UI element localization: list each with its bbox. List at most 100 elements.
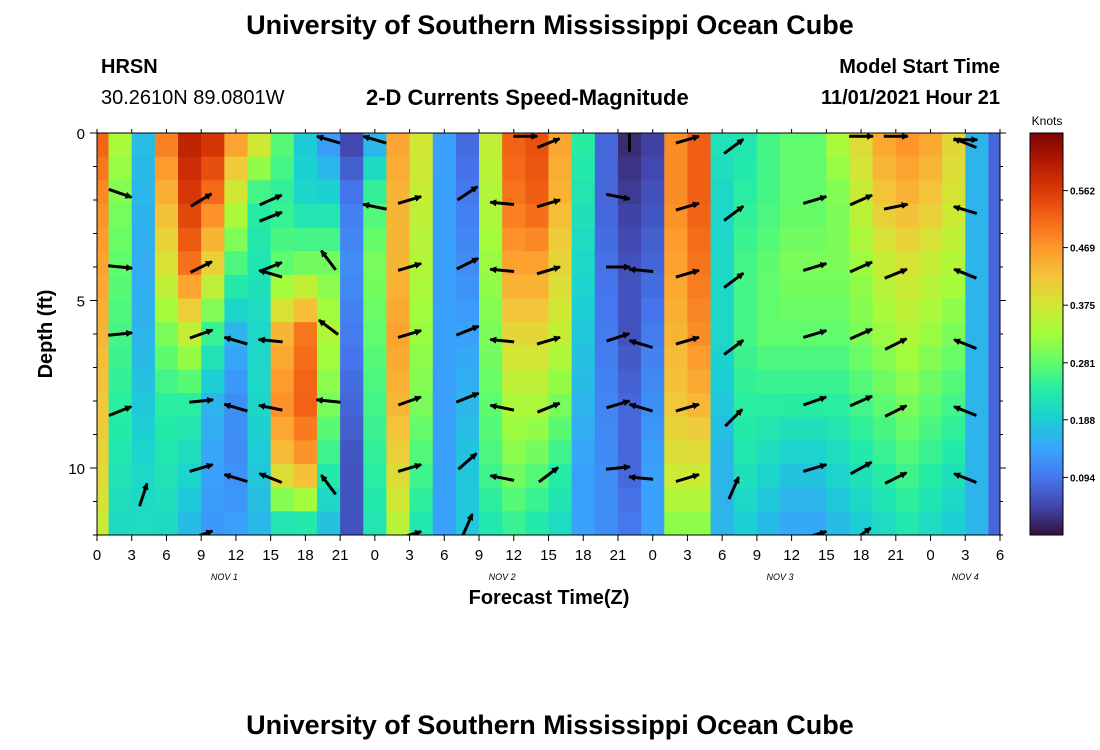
heatmap-cell [988,322,1000,347]
heatmap-cell [247,440,272,465]
heatmap-cell [293,251,318,276]
heatmap-cell [687,156,712,181]
heatmap-cell [849,203,874,229]
heatmap-cell [432,369,457,394]
heatmap-cell [710,203,735,229]
heatmap-cell [108,133,133,158]
current-vector-arrow [397,395,422,407]
heatmap-cell [178,133,202,158]
heatmap-cell [363,180,388,205]
heatmap-cell [965,156,990,181]
current-vector-arrow [489,266,515,274]
heatmap-cell [224,369,249,394]
heatmap-cell [780,251,804,276]
heatmap-cell [340,274,364,300]
heatmap-cell [826,298,851,323]
heatmap-cell [502,274,526,300]
current-vector-arrow [397,328,423,339]
heatmap-cell [270,393,295,418]
heatmap-cell [154,440,179,465]
heatmap-cell [988,464,1000,489]
heatmap-cell [201,511,225,535]
heatmap-cell [363,227,388,252]
heatmap-cell [293,487,318,512]
heatmap-cell [154,345,179,371]
heatmap-cell [131,440,156,465]
colorbar-tick-label: 0.469 [1070,244,1095,255]
heatmap-cell [432,440,457,465]
heatmap-cell [455,156,480,181]
x-tick-label: 21 [610,547,627,564]
current-vector-arrow [223,402,248,413]
heatmap-cell [617,487,642,512]
heatmap-cell [617,274,642,300]
heatmap-cell [270,227,295,252]
current-vector-arrow [316,134,341,145]
heatmap-cell [594,416,619,442]
heatmap-cell [97,345,110,371]
heatmap-cell [479,322,503,347]
heatmap-cell [664,298,689,323]
heatmap-cell [479,345,503,371]
heatmap-cell [872,156,897,181]
heatmap-cell [363,393,388,418]
heatmap-cell [664,511,689,535]
heatmap-cell [409,440,434,465]
current-vector-arrow [952,204,978,215]
heatmap-cell [617,251,642,276]
y-axis-label: Depth (ft) [35,290,57,379]
heatmap-cell [872,369,897,394]
heatmap-cell [895,156,920,181]
heatmap-cell [849,369,874,394]
heatmap-cell [780,345,804,371]
heatmap-cell [687,227,712,252]
heatmap-cell [224,487,249,512]
heatmap-cell [895,180,920,205]
heatmap-cell [178,345,202,371]
heatmap-cell [270,369,295,394]
heatmap-cell [988,227,1000,252]
heatmap-cell [363,440,388,465]
heatmap-cell [97,156,110,181]
heatmap-cell [756,369,781,394]
heatmap-cell [97,133,110,158]
heatmap-cell [409,274,434,300]
heatmap-cell [548,416,573,442]
heatmap-cell [293,416,318,442]
heatmap-cell [432,511,457,535]
heatmap-cell [178,369,202,394]
heatmap-cell [201,203,225,229]
heatmap-cell [178,416,202,442]
heatmap-cell [687,274,712,300]
current-vector-arrow [675,201,700,212]
heatmap-cell [918,487,943,512]
heatmap-cell [756,345,781,371]
heatmap-cell [826,416,851,442]
heatmap-cell [108,487,133,512]
x-tick-label: 0 [371,547,379,564]
heatmap-cell [571,227,596,252]
heatmap-cell [942,298,966,323]
heatmap-cell [386,487,411,512]
heatmap-cell [224,464,249,489]
heatmap-cell [664,393,689,418]
x-tick-label: 15 [262,547,279,564]
current-vector-arrow [196,529,214,535]
heatmap-cell [224,511,249,535]
x-tick-label: 3 [961,547,969,564]
heatmap-cell [895,487,920,512]
heatmap-cell [733,298,758,323]
heatmap-cell [826,369,851,394]
heatmap-cell [733,487,758,512]
heatmap-cell [316,227,341,252]
heatmap-cell [780,464,804,489]
heatmap-cell [131,487,156,512]
heatmap-cell [340,345,364,371]
heatmap-cell [386,227,411,252]
heatmap-cell [479,203,503,229]
heatmap-cell [872,464,897,489]
current-vector-arrow [404,529,423,535]
heatmap-cell [432,251,457,276]
heatmap-cell [571,464,596,489]
current-vector-arrow [628,402,654,413]
